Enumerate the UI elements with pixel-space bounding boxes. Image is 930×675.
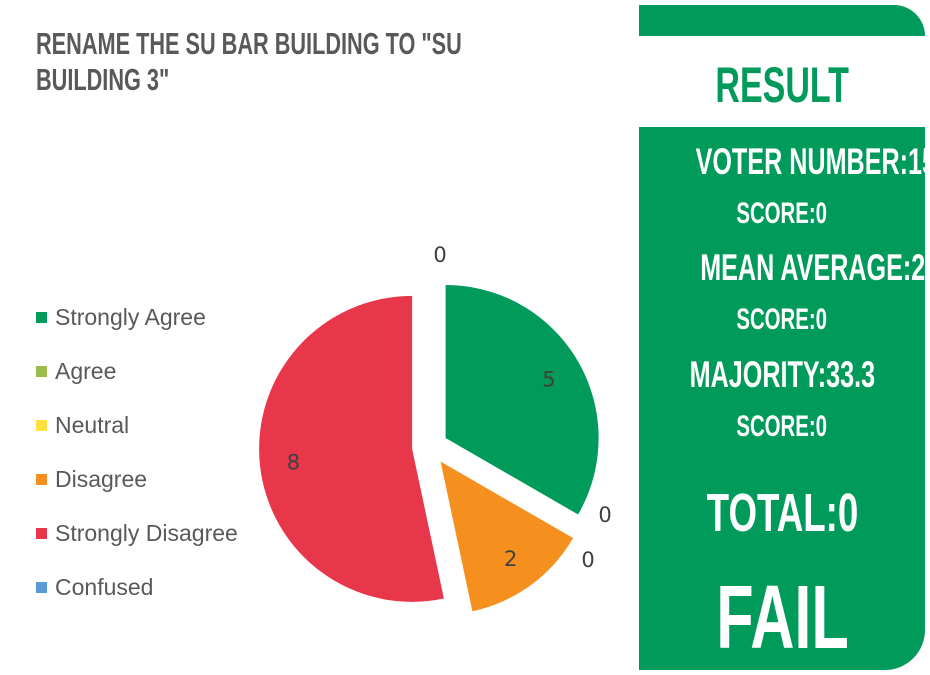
result-heading: RESULT [715,57,849,113]
total: TOTAL:0 [706,483,858,543]
mean-score: SCORE:0 [736,303,828,336]
data-label-strongly-agree: 5 [542,367,555,391]
legend-item-neutral: Neutral [36,398,238,452]
panel-top-band [639,5,925,36]
voter-score: SCORE:0 [736,197,828,230]
legend-label: Strongly Disagree [55,519,238,546]
mean-average: MEAN AVERAGE:2.47 [700,247,930,288]
data-label-disagree: 2 [504,547,517,571]
voter-number: VOTER NUMBER:15 [695,141,930,182]
legend-label: Strongly Agree [55,303,206,330]
legend-item-agree: Agree [36,344,238,398]
legend-item-confused: Confused [36,560,238,614]
pie-slice-disagree [440,461,574,612]
legend-label: Neutral [55,411,130,438]
data-label-strongly-disagree: 8 [287,450,300,474]
legend-label: Disagree [55,465,148,492]
legend-swatch [36,581,47,593]
legend-item-disagree: Disagree [36,452,238,506]
legend-item-strongly-agree: Strongly Agree [36,290,238,344]
legend-swatch [36,419,47,431]
chart-legend: Strongly Agree Agree Neutral Disagree Strong… [36,290,238,614]
verdict: FAIL [715,568,849,668]
legend-swatch [36,527,47,539]
majority: MAJORITY:33.3 [689,354,875,395]
legend-swatch [36,365,47,377]
data-label-confused: 0 [433,243,446,267]
pie-slice-strongly-agree [445,285,599,515]
result-panel: VOTER NUMBER:15 SCORE:0 MEAN AVERAGE:2.4… [639,127,930,670]
legend-swatch [36,311,47,323]
majority-score: SCORE:0 [736,410,828,443]
legend-swatch [36,473,47,485]
data-label-neutral: 0 [581,548,594,572]
legend-label: Agree [55,357,117,384]
chart-title: RENAME THE SU BAR BUILDING TO "SU BUILDI… [36,26,462,97]
pie-slice-strongly-disagree [259,295,444,602]
legend-item-strongly-disagree: Strongly Disagree [36,506,238,560]
data-label-agree: 0 [598,503,611,527]
legend-label: Confused [55,573,154,600]
